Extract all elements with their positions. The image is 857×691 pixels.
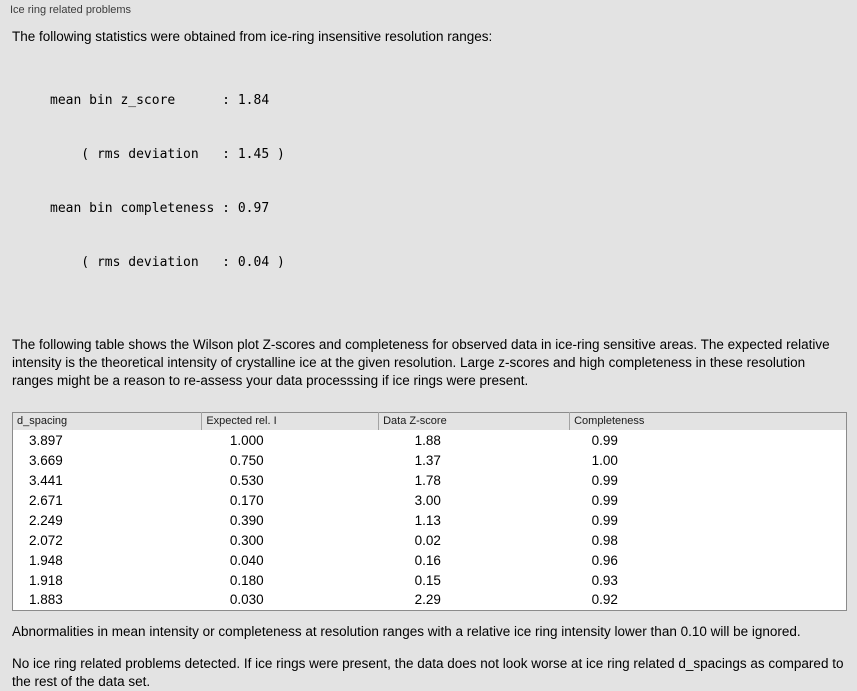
table-cell: 0.02 — [414, 532, 441, 548]
table-cell: 0.92 — [591, 592, 618, 608]
table-cell: 1.948 — [29, 552, 63, 568]
panel-content: The following statistics were obtained f… — [0, 28, 857, 691]
table-cell: 0.390 — [229, 512, 264, 528]
table-cell: 0.170 — [229, 492, 264, 508]
stats-block: mean bin z_score : 1.84 ( rms deviation … — [50, 56, 847, 308]
table-row[interactable]: 2.249 0.390 1.13 0.99 — [13, 510, 847, 530]
table-cell: 1.78 — [414, 472, 441, 488]
table-cell: 1.000 — [229, 432, 264, 448]
table-cell: 1.918 — [29, 572, 63, 588]
table-cell: 1.88 — [414, 432, 441, 448]
column-header-completeness[interactable]: Completeness — [569, 412, 847, 430]
table-cell: 0.96 — [591, 552, 618, 568]
column-header-d-spacing[interactable]: d_spacing — [12, 412, 202, 430]
table-cell: 0.180 — [229, 572, 264, 588]
table-cell: 1.13 — [414, 512, 441, 528]
table-cell: 2.249 — [29, 512, 63, 528]
table-cell: 3.669 — [29, 452, 63, 468]
table-cell: 0.15 — [414, 572, 441, 588]
panel-title: Ice ring related problems — [10, 4, 132, 16]
table-cell: 3.441 — [29, 472, 63, 488]
table-row[interactable]: 1.948 0.040 0.16 0.96 — [13, 550, 847, 570]
table-cell: 0.98 — [591, 532, 618, 548]
table-cell: 0.040 — [229, 552, 264, 568]
table-row[interactable]: 3.441 0.530 1.78 0.99 — [13, 470, 847, 490]
table-cell: 2.671 — [29, 492, 63, 508]
table-cell: 3.897 — [29, 432, 63, 448]
table-cell: 1.37 — [414, 452, 441, 468]
table-cell: 0.99 — [591, 492, 618, 508]
stats-line-mean-completeness: mean bin completeness : 0.97 — [50, 201, 270, 216]
table-cell: 1.883 — [29, 592, 63, 608]
table-cell: 0.99 — [591, 432, 618, 448]
table-row[interactable]: 3.897 1.000 1.88 0.99 — [13, 430, 847, 450]
table-header-row: d_spacing Expected rel. I Data Z-score C… — [12, 412, 847, 430]
table-cell: 0.750 — [229, 452, 264, 468]
ice-ring-table: d_spacing Expected rel. I Data Z-score C… — [12, 412, 847, 611]
column-header-expected-rel-i[interactable]: Expected rel. I — [201, 412, 379, 430]
table-cell: 3.00 — [414, 492, 441, 508]
table-cell: 2.29 — [414, 592, 441, 608]
table-row[interactable]: 1.918 0.180 0.15 0.93 — [13, 570, 847, 590]
stats-line-rms-completeness: ( rms deviation : 0.04 ) — [50, 255, 285, 270]
stats-line-mean-z-score: mean bin z_score : 1.84 — [50, 93, 270, 108]
ice-ring-panel: Ice ring related problems The following … — [10, 4, 847, 689]
table-cell: 0.99 — [591, 512, 618, 528]
conclusion-text: No ice ring related problems detected. I… — [12, 655, 844, 689]
table-cell: 0.99 — [591, 472, 618, 488]
table-cell: 1.00 — [591, 452, 618, 468]
table-cell: 0.93 — [591, 572, 618, 588]
table-row[interactable]: 2.671 0.170 3.00 0.99 — [13, 490, 847, 510]
ignore-note: Abnormalities in mean intensity or compl… — [12, 623, 801, 639]
table-cell: 0.16 — [414, 552, 441, 568]
stats-line-rms-z-score: ( rms deviation : 1.45 ) — [50, 147, 285, 162]
table-description: The following table shows the Wilson plo… — [12, 337, 830, 388]
table-row[interactable]: 3.669 0.750 1.37 1.00 — [13, 450, 847, 470]
table-cell: 2.072 — [29, 532, 63, 548]
table-row[interactable]: 1.883 0.030 2.29 0.92 — [13, 590, 847, 610]
table-cell: 0.300 — [229, 532, 264, 548]
column-header-data-z-score[interactable]: Data Z-score — [378, 412, 570, 430]
table-row[interactable]: 2.072 0.300 0.02 0.98 — [13, 530, 847, 550]
intro-text: The following statistics were obtained f… — [12, 29, 493, 44]
table-cell: 0.530 — [229, 472, 264, 488]
table-cell: 0.030 — [229, 592, 264, 608]
